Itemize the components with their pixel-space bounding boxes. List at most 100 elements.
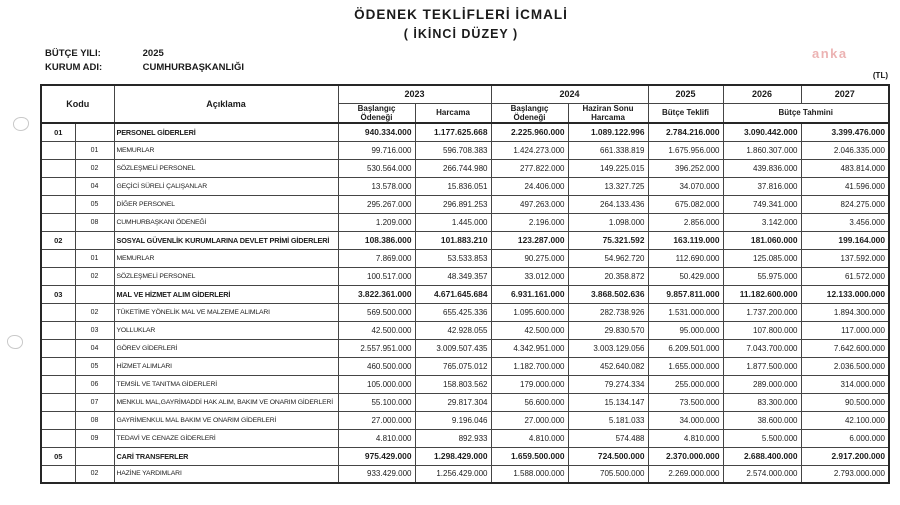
value-cell: 105.000.000 [337, 374, 416, 394]
col-header-aciklama: Açıklama [113, 84, 339, 124]
description-cell: MEMURLAR [113, 248, 339, 268]
value-cell: 1.424.273.000 [490, 140, 569, 160]
value-cell: 7.869.000 [337, 248, 416, 268]
code-level1-cell [40, 266, 76, 286]
value-cell: 3.822.361.000 [337, 284, 416, 304]
value-cell: 6.209.501.000 [647, 338, 724, 358]
value-cell: 2.225.960.000 [490, 122, 569, 142]
value-cell: 4.810.000 [490, 428, 569, 448]
value-cell: 149.225.015 [567, 158, 649, 178]
detail-row: 03 YOLLUKLAR 42.500.000 42.928.055 42.500.00… [40, 320, 890, 340]
value-cell: 11.182.600.000 [722, 284, 802, 304]
value-cell: 5.181.033 [567, 410, 649, 430]
value-cell: 1.182.700.000 [490, 356, 569, 376]
value-cell: 56.600.000 [490, 392, 569, 412]
value-cell: 1.860.307.000 [722, 140, 802, 160]
value-cell: 655.425.336 [414, 302, 492, 322]
code-level1-cell [40, 464, 76, 484]
value-cell: 1.095.600.000 [490, 302, 569, 322]
code-level2-cell: 01 [74, 248, 115, 268]
code-level2-cell: 02 [74, 158, 115, 178]
value-cell: 596.708.383 [414, 140, 492, 160]
code-level2-cell: 07 [74, 392, 115, 412]
col-header-baslangic-odenegi-2024: Başlangıç Ödeneği [490, 102, 569, 124]
code-level2-cell [74, 122, 115, 142]
value-cell: 2.793.000.000 [800, 464, 890, 484]
value-cell: 1.659.500.000 [490, 446, 569, 466]
code-level1-cell [40, 194, 76, 214]
code-level2-cell: 01 [74, 140, 115, 160]
value-cell: 15.134.147 [567, 392, 649, 412]
value-cell: 13.327.725 [567, 176, 649, 196]
value-cell: 1.588.000.000 [490, 464, 569, 484]
value-cell: 2.557.951.000 [337, 338, 416, 358]
value-cell: 179.000.000 [490, 374, 569, 394]
value-cell: 27.000.000 [337, 410, 416, 430]
value-cell: 314.000.000 [800, 374, 890, 394]
code-level1-cell [40, 248, 76, 268]
value-cell: 1.209.000 [337, 212, 416, 232]
value-cell: 2.856.000 [647, 212, 724, 232]
code-level1-cell [40, 320, 76, 340]
value-cell: 101.883.210 [414, 230, 492, 250]
value-cell: 1.298.429.000 [414, 446, 492, 466]
description-cell: MAL VE HİZMET ALIM GİDERLERİ [113, 284, 339, 304]
description-cell: YOLLUKLAR [113, 320, 339, 340]
value-cell: 574.488 [567, 428, 649, 448]
value-cell: 90.500.000 [800, 392, 890, 412]
code-level1-cell: 01 [40, 122, 76, 142]
code-level1-cell: 05 [40, 446, 76, 466]
value-cell: 296.891.253 [414, 194, 492, 214]
code-level1-cell [40, 158, 76, 178]
value-cell: 55.100.000 [337, 392, 416, 412]
value-cell: 2.036.500.000 [800, 356, 890, 376]
value-cell: 33.012.000 [490, 266, 569, 286]
value-cell: 27.000.000 [490, 410, 569, 430]
col-header-year-2026: 2026 [722, 84, 802, 104]
section-row: 03 MAL VE HİZMET ALIM GİDERLERİ 3.822.361.… [40, 284, 890, 304]
value-cell: 29.817.304 [414, 392, 492, 412]
description-cell: HİZMET ALIMLARI [113, 356, 339, 376]
institution-value: CUMHURBAŞKANLIĞI [142, 62, 244, 73]
value-cell: 661.338.819 [567, 140, 649, 160]
value-cell: 163.119.000 [647, 230, 724, 250]
section-row: 01 PERSONEL GİDERLERİ 940.334.000 1.177.625… [40, 122, 890, 142]
code-level2-cell: 02 [74, 464, 115, 484]
col-header-year-2023: 2023 [337, 84, 492, 104]
col-header-baslangic-odenegi-2023: Başlangıç Ödeneği [337, 102, 416, 124]
value-cell: 54.962.720 [567, 248, 649, 268]
value-cell: 3.142.000 [722, 212, 802, 232]
detail-row: 06 TEMSİL VE TANITMA GİDERLERİ 105.000.000… [40, 374, 890, 394]
value-cell: 79.274.334 [567, 374, 649, 394]
value-cell: 24.406.000 [490, 176, 569, 196]
description-cell: TEMSİL VE TANITMA GİDERLERİ [113, 374, 339, 394]
code-level1-cell [40, 374, 76, 394]
value-cell: 289.000.000 [722, 374, 802, 394]
value-cell: 42.500.000 [490, 320, 569, 340]
value-cell: 2.196.000 [490, 212, 569, 232]
value-cell: 933.429.000 [337, 464, 416, 484]
code-level2-cell: 06 [74, 374, 115, 394]
value-cell: 675.082.000 [647, 194, 724, 214]
value-cell: 255.000.000 [647, 374, 724, 394]
code-level2-cell: 02 [74, 266, 115, 286]
value-cell: 99.716.000 [337, 140, 416, 160]
value-cell: 61.572.000 [800, 266, 890, 286]
value-cell: 55.975.000 [722, 266, 802, 286]
year-header-row: Kodu Açıklama 2023 2024 2025 2026 2027 [40, 84, 890, 124]
value-cell: 2.046.335.000 [800, 140, 890, 160]
value-cell: 38.600.000 [722, 410, 802, 430]
value-cell: 824.275.000 [800, 194, 890, 214]
description-cell: MENKUL MAL,GAYRİMADDİ HAK ALIM, BAKIM VE… [113, 392, 339, 412]
document-subtitle: ( İKİNCİ DÜZEY ) [403, 27, 519, 41]
value-cell: 112.690.000 [647, 248, 724, 268]
value-cell: 1.256.429.000 [414, 464, 492, 484]
value-cell: 2.784.216.000 [647, 122, 724, 142]
value-cell: 125.085.000 [722, 248, 802, 268]
value-cell: 940.334.000 [337, 122, 416, 142]
description-cell: SOSYAL GÜVENLİK KURUMLARINA DEVLET PRİMİ… [113, 230, 339, 250]
value-cell: 1.737.200.000 [722, 302, 802, 322]
code-level1-cell [40, 338, 76, 358]
value-cell: 2.688.400.000 [722, 446, 802, 466]
value-cell: 117.000.000 [800, 320, 890, 340]
